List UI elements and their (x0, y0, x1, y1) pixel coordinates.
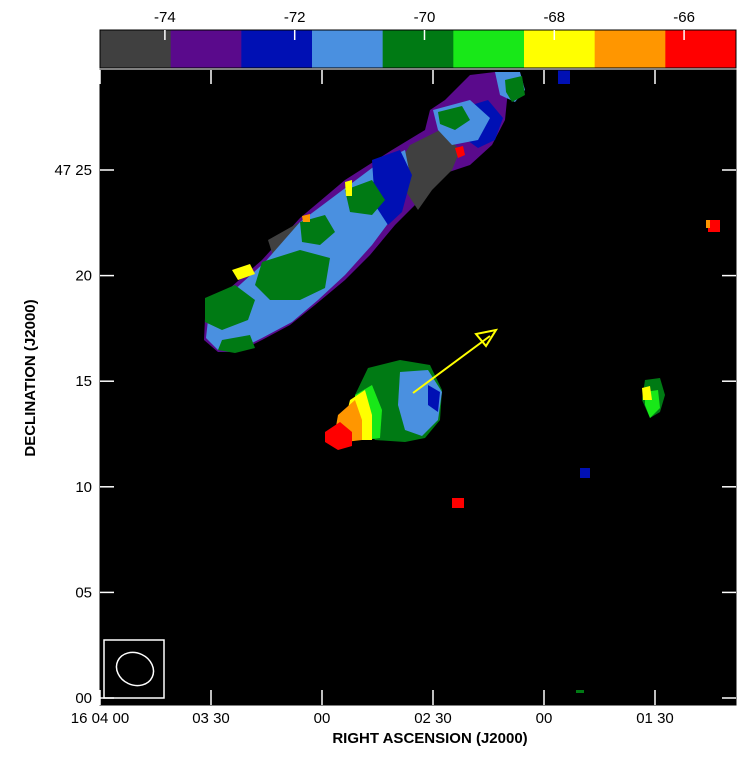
jet-green-4 (205, 285, 255, 330)
y-tick-label: 20 (75, 268, 92, 285)
jet-grey-region (398, 130, 460, 210)
arrow-shaft (412, 335, 491, 394)
jet-green-5 (218, 335, 255, 353)
jet-green-1 (345, 180, 385, 215)
colorbar-tick-label: -74 (154, 9, 176, 26)
small-source-red-mid (452, 498, 464, 508)
x-axis-ticks: 16 04 00 03 30 00 02 30 00 01 30 (71, 70, 674, 727)
colorbar-segment (312, 30, 384, 68)
y-tick-label: 10 (75, 479, 92, 496)
y-tick-label: 47 25 (54, 162, 92, 179)
colorbar-tick-label: -70 (414, 9, 436, 26)
colorbar-segment (170, 30, 242, 68)
x-tick-label: 16 04 00 (71, 710, 129, 727)
colorbar-segment (594, 30, 666, 68)
colorbar-segment (524, 30, 596, 68)
colorbar-tick-label: -68 (543, 9, 565, 26)
colorbar-segment (665, 30, 737, 68)
y-tick-label: 15 (75, 373, 92, 390)
colorbar-tick-labels: -74 -72 -70 -68 -66 (154, 9, 695, 40)
colorbar-tick-label: -72 (284, 9, 306, 26)
jet-green-2 (300, 215, 335, 245)
jet-orange-spot (302, 214, 310, 222)
y-tick-label: 05 (75, 584, 92, 601)
core-dark-blue (428, 385, 440, 412)
x-tick-label: 00 (314, 710, 331, 727)
x-tick-label: 00 (536, 710, 553, 727)
jet-green-3 (255, 250, 330, 300)
extended-jet-emission (204, 72, 525, 353)
colorbar-border (99, 29, 737, 69)
direction-arrow (412, 328, 499, 394)
colorbar (99, 29, 737, 69)
x-tick-label: 02 30 (414, 710, 452, 727)
jet-top-green (505, 76, 525, 102)
colorbar-segment (100, 30, 172, 68)
small-source-green-bottom (576, 690, 584, 693)
small-source-red-right (708, 220, 720, 232)
core-red (325, 422, 352, 450)
beam-ellipse (115, 651, 155, 687)
small-source-orange-right (706, 220, 710, 228)
jet-dark-blue (372, 150, 412, 225)
y-axis-ticks: 00 05 10 15 20 47 25 (54, 162, 736, 707)
small-source-blue-top (558, 70, 570, 84)
east-yellow (642, 386, 652, 400)
jet-yellow-spot-2 (345, 180, 352, 196)
map-border (99, 69, 737, 706)
arrow-head (474, 328, 499, 348)
y-axis-title: DECLINATION (J2000) (22, 299, 39, 456)
x-tick-label: 01 30 (636, 710, 674, 727)
jet-yellow-spot (232, 264, 255, 280)
colorbar-segment (453, 30, 525, 68)
beam-frame (103, 639, 165, 699)
x-axis-title: RIGHT ASCENSION (J2000) (332, 730, 527, 747)
small-source-blue-mid (580, 468, 590, 478)
core-blue (398, 370, 442, 436)
jet-red-spot (455, 146, 465, 158)
colorbar-tick-label: -66 (673, 9, 695, 26)
colorbar-segment (382, 30, 454, 68)
x-tick-label: 03 30 (192, 710, 230, 727)
jet-upper-green (438, 106, 470, 130)
beam-box (103, 639, 165, 699)
bright-core-source (325, 360, 442, 450)
east-source (642, 378, 665, 418)
y-tick-label: 00 (75, 690, 92, 707)
colorbar-segment (241, 30, 313, 68)
